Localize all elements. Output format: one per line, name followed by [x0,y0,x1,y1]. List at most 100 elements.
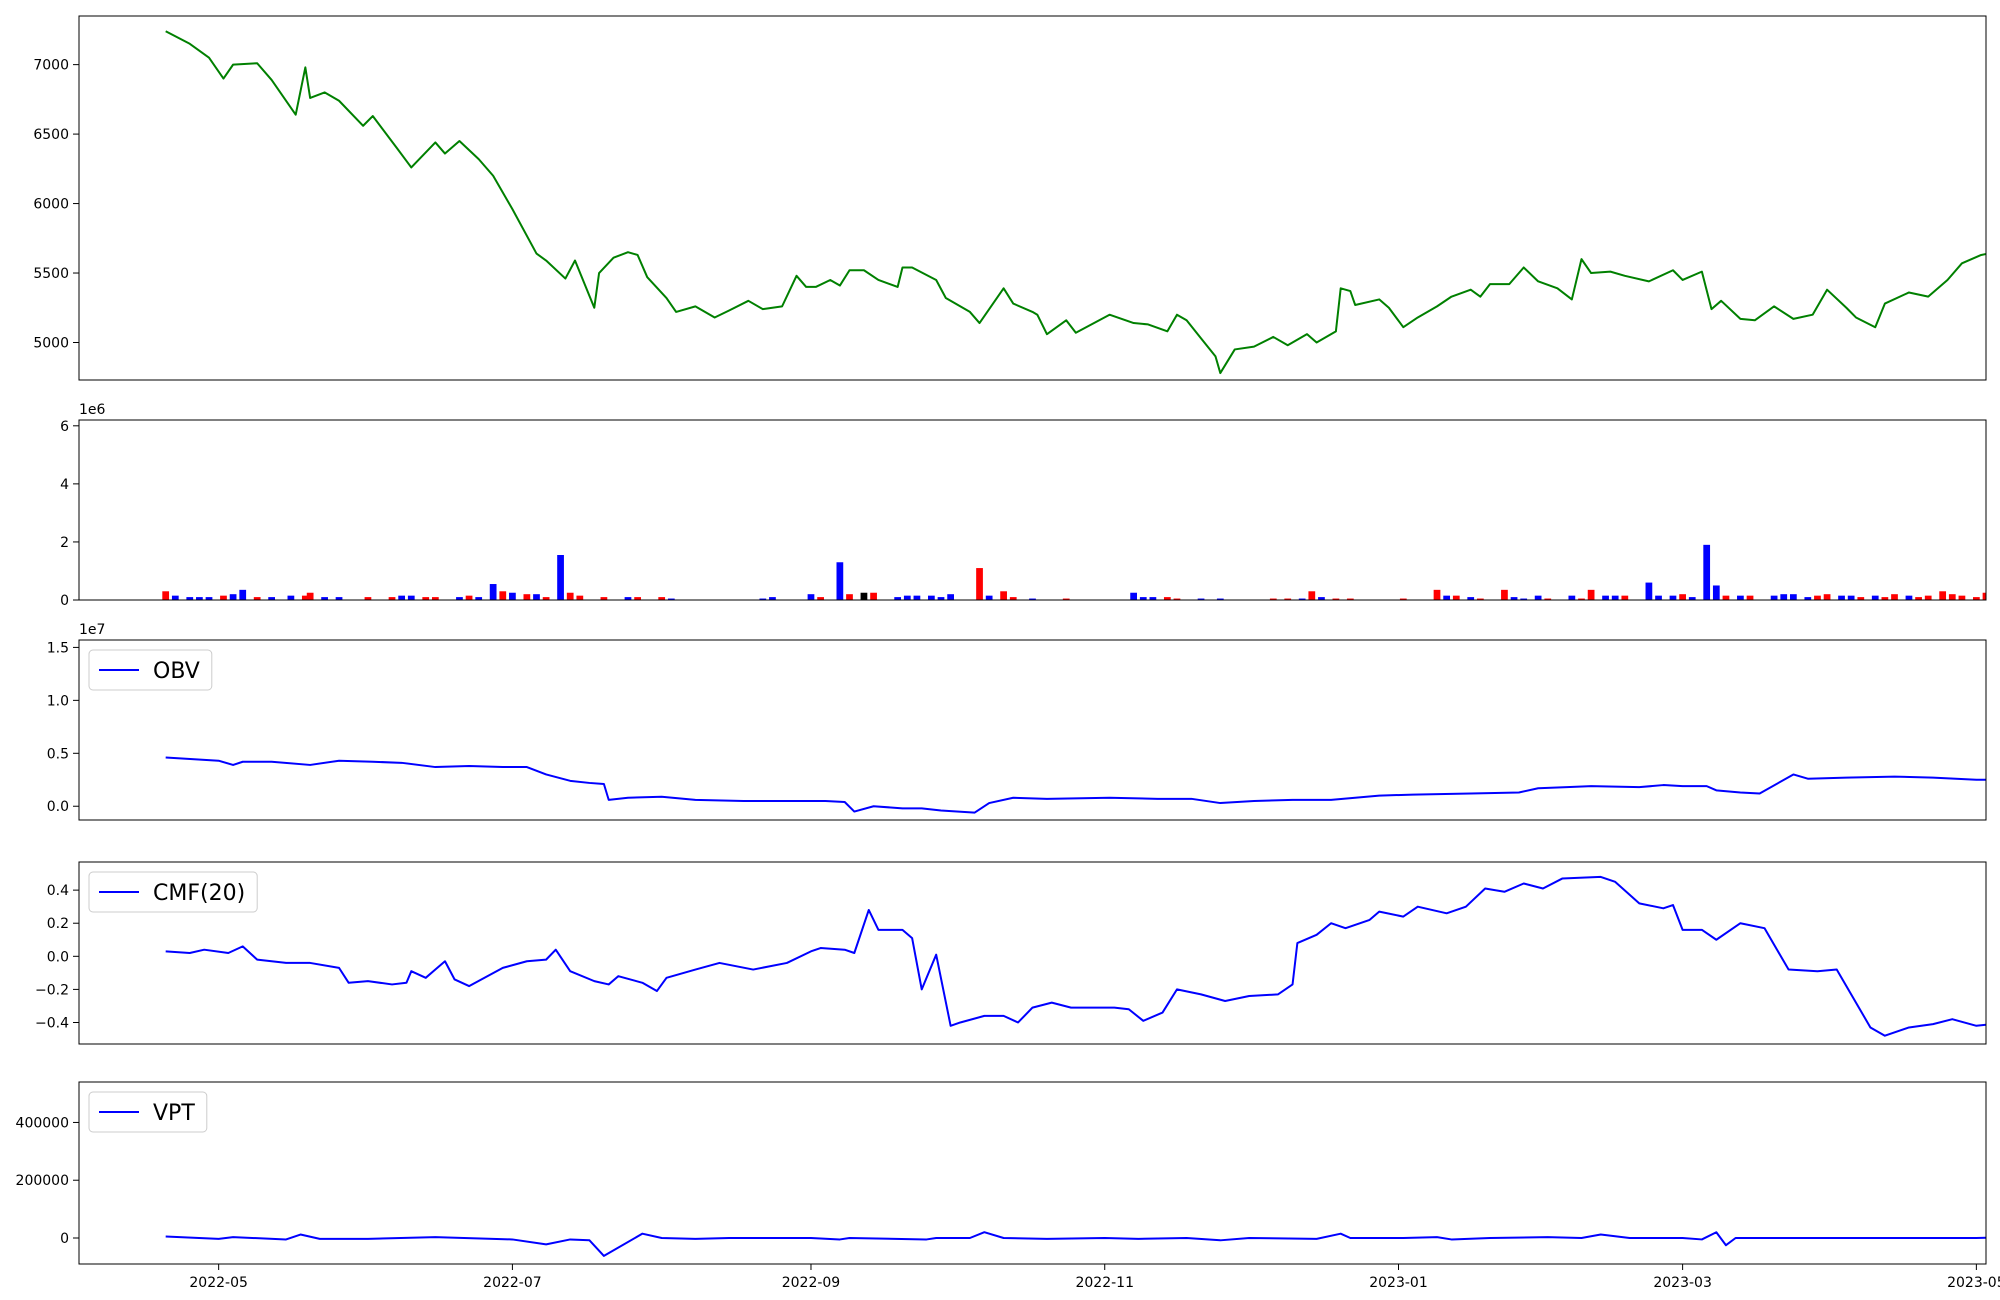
volume-bar [1308,591,1316,600]
volume-bar [1443,595,1451,600]
volume-bar [1958,595,1966,600]
volume-bar [759,598,767,600]
price-y-tick-label: 6000 [33,197,69,213]
volume-bar [499,591,507,600]
volume-bar [422,597,430,600]
vpt-plot-area [165,1231,1986,1257]
volume-bar [162,591,170,600]
volume-bar [1857,597,1865,600]
volume-bar [1881,597,1889,600]
volume-bar [870,592,877,600]
volume-bar [976,568,983,600]
volume-bar [1814,595,1821,600]
volume-axes-frame [78,419,1987,601]
volume-bar [1737,595,1744,600]
x-tick-label: 2023-05 [1947,1275,2000,1291]
volume-bar [1173,598,1181,600]
volume-bar [1621,595,1629,600]
volume-bar [1611,595,1619,600]
volume-bar [903,595,911,600]
volume-bar [1838,595,1845,600]
volume-bar [1433,589,1441,600]
volume-bar [1216,598,1224,600]
volume-y-tick-label: 6 [60,419,69,435]
volume-bar [1130,592,1137,600]
volume-bar [1655,595,1662,600]
cmf-legend-label: CMF(20) [153,881,245,906]
volume-bar [1197,598,1205,600]
volume-bar [465,595,473,600]
volume-bar [533,594,540,600]
price-series-line [165,30,1986,375]
volume-bar [557,555,564,600]
volume-bar [1578,598,1585,600]
vpt-legend: VPT [88,1091,208,1133]
volume-bar [1948,594,1956,600]
volume-bar [937,597,945,600]
volume-bar [947,594,954,600]
obv-y-tick-label: 1.5 [47,640,69,656]
volume-bar [1602,595,1609,600]
volume-bar [807,594,815,600]
volume-bar [1163,597,1171,600]
volume-bar [1669,595,1677,600]
vpt-y-tick-label: 400000 [16,1115,69,1131]
volume-bar [1009,597,1017,600]
volume-bar [1982,592,1986,600]
volume-bar [1452,595,1460,600]
cmf-legend: CMF(20) [88,871,258,913]
volume-bar [388,597,396,600]
x-axis: 2022-05 2022-07 2022-09 2022-11 2023-01 2023-… [189,1264,2000,1291]
volume-bar [1544,598,1552,600]
cmf-axes-frame [78,861,1987,1045]
volume-bar [489,584,497,600]
panel-price: 5000 5500 6000 6500 7000 [33,15,1987,381]
volume-bar [205,597,213,600]
volume-bar [523,594,531,600]
x-tick-label: 2023-03 [1653,1275,1712,1291]
volume-bar [1688,597,1696,600]
volume-bar [509,592,516,600]
volume-bar [1568,595,1576,600]
volume-bar [1318,597,1325,600]
vpt-series-line [165,1231,1986,1257]
obv-series-line [165,756,1986,814]
volume-bar [364,597,372,600]
volume-bar [836,562,844,600]
price-axes-frame [78,15,1987,381]
price-plot-area [165,30,1986,375]
volume-bar [1891,594,1898,600]
vpt-y-tick-label: 200000 [16,1173,69,1189]
volume-bar [542,597,550,600]
obv-y-tick-label: 1.0 [47,693,69,709]
obv-axes-frame [78,639,1987,821]
volume-bar [985,595,993,600]
volume-y-tick-label: 2 [60,535,69,551]
volume-bar [1915,597,1922,600]
volume-bar [1679,594,1686,600]
volume-bar [1712,585,1720,600]
volume-bar [1905,595,1913,600]
volume-y-tick-label: 4 [60,477,69,493]
volume-bar [1924,595,1932,600]
volume-bar [475,597,483,600]
cmf-y-tick-label: 0.4 [47,883,69,899]
cmf-legend-box [88,871,258,913]
volume-bar [634,597,641,600]
volume-bar [1346,598,1354,600]
volume-bar [229,594,237,600]
volume-bar [1000,591,1007,600]
obv-legend: OBV [88,649,213,691]
volume-bar [220,595,227,600]
volume-bar [196,597,203,600]
volume-bar [1520,598,1528,600]
volume-bar [171,595,179,600]
vpt-legend-box [88,1091,208,1133]
price-y-tick-label: 7000 [33,58,69,74]
volume-bar [624,597,632,600]
volume-bar [600,597,608,600]
panel-volume: 0 2 4 6 1e6 [60,402,1987,609]
obv-y-tick-label: 0.5 [47,746,69,762]
volume-bar [321,597,328,600]
